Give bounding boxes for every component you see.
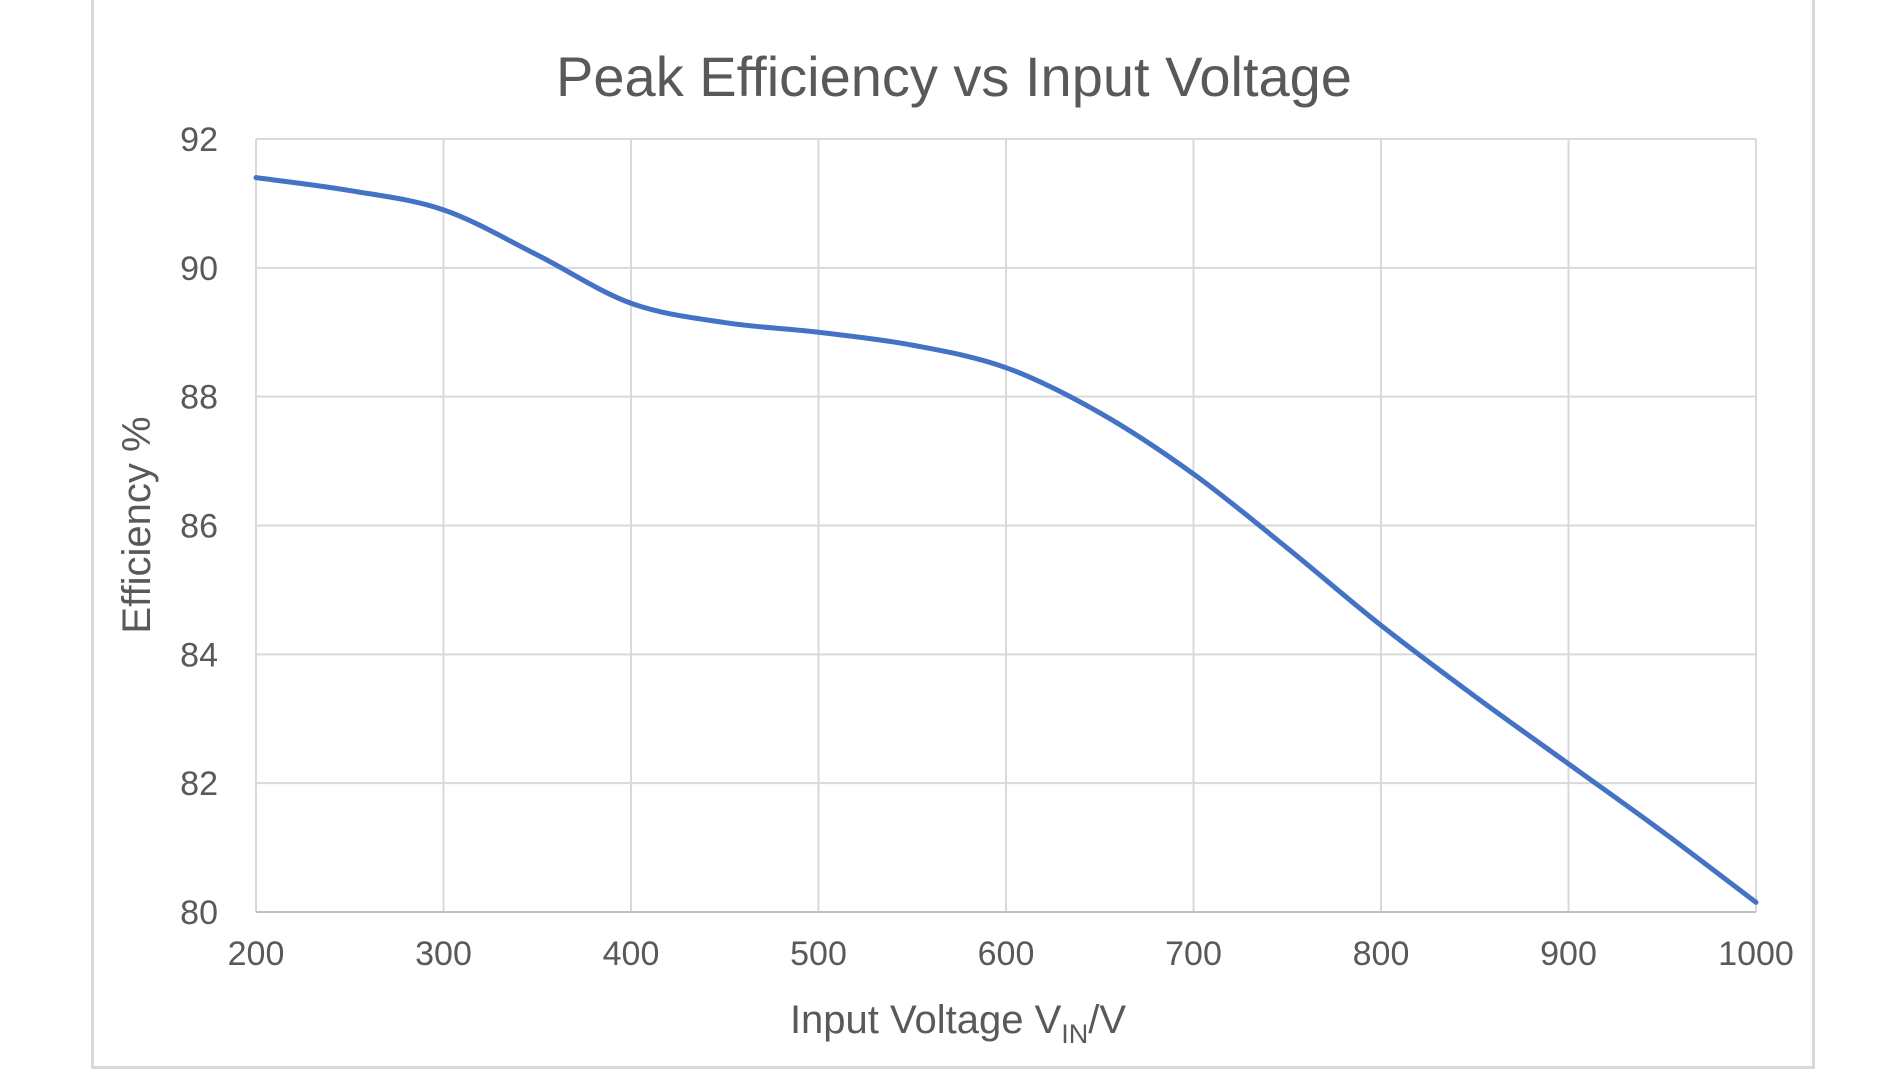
x-tick-label: 300 [415, 935, 472, 973]
chart-title: Peak Efficiency vs Input Voltage [556, 45, 1352, 108]
y-tick-label: 90 [180, 250, 218, 288]
x-tick-label: 700 [1165, 935, 1222, 973]
grid-layer [255, 138, 1757, 913]
y-tick-label: 86 [180, 508, 218, 546]
x-tick-label: 400 [603, 935, 660, 973]
x-tick-label: 500 [790, 935, 847, 973]
x-tick-label: 200 [228, 935, 285, 973]
chart-frame [91, 0, 1815, 1069]
y-tick-label: 82 [180, 765, 218, 803]
x-axis-label-suffix: /V [1088, 998, 1126, 1042]
y-axis-label: Efficiency % [115, 416, 159, 633]
x-tick-label: 600 [978, 935, 1035, 973]
x-tick-label: 800 [1353, 935, 1410, 973]
x-axis-label: Input Voltage VIN/V [790, 998, 1126, 1049]
y-tick-label: 80 [180, 894, 218, 932]
y-tick-label: 88 [180, 379, 218, 417]
tick-layer: 200 300 400 500 600 700 800 900 1000 80 82 84 86 88 90… [180, 121, 1794, 973]
efficiency-series-line [253, 175, 1759, 905]
x-axis-label-main: Input Voltage V [790, 998, 1062, 1042]
y-tick-label: 92 [180, 121, 218, 159]
x-axis-label-subscript: IN [1061, 1019, 1088, 1049]
x-tick-label: 1000 [1718, 935, 1794, 973]
series-layer [253, 175, 1759, 905]
y-tick-label: 84 [180, 636, 218, 674]
x-tick-label: 900 [1540, 935, 1597, 973]
